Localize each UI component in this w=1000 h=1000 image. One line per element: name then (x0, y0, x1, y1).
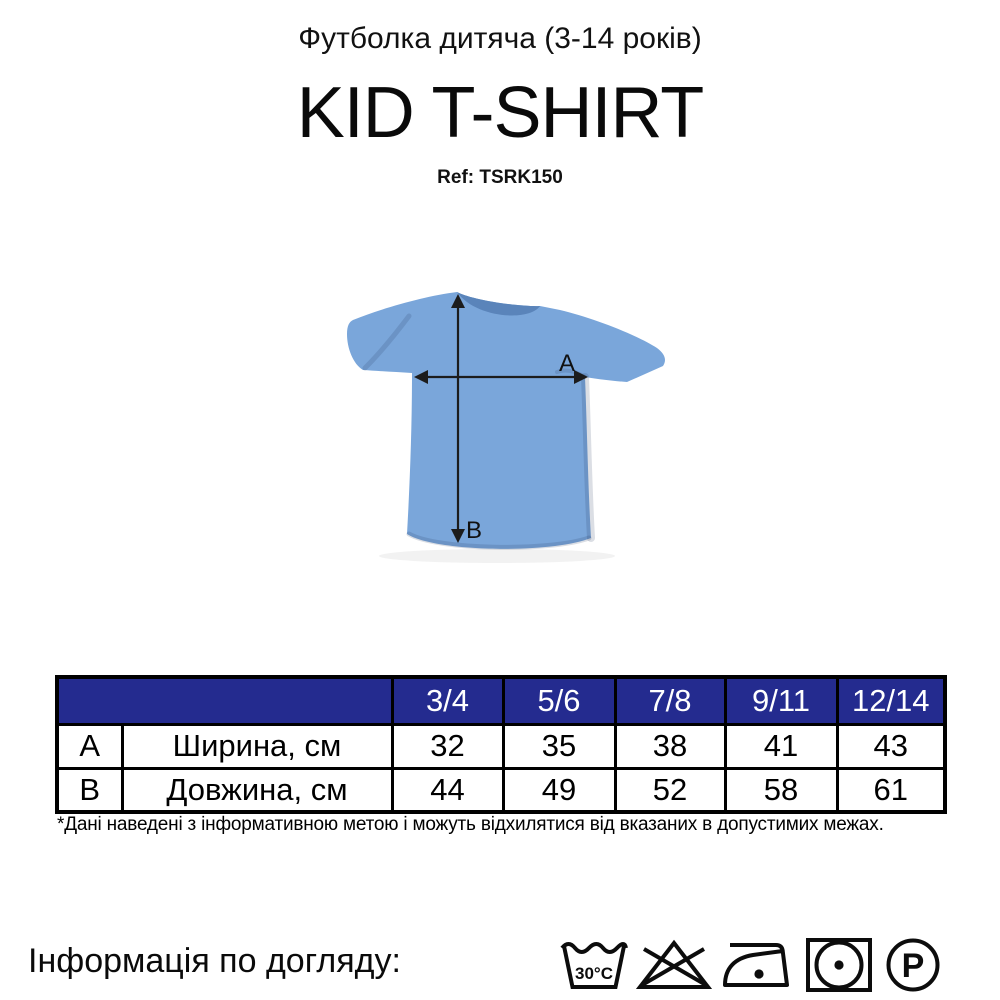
tumble-dry-one-dot-icon (806, 938, 872, 992)
measure-value: 43 (835, 722, 947, 770)
measure-value: 49 (501, 766, 617, 814)
measure-value: 38 (613, 722, 727, 770)
width-arrow (414, 370, 588, 384)
care-icons-group: 30°C P (558, 936, 946, 994)
length-label: B (466, 517, 482, 544)
measure-value: 61 (835, 766, 947, 814)
row-letter: B (55, 766, 124, 814)
measure-value: 52 (613, 766, 727, 814)
footnote: *Дані наведені з інформативною метою і м… (57, 814, 884, 835)
tshirt-diagram: A B (335, 276, 669, 566)
dry-clean-p-icon: P (886, 938, 940, 992)
measure-value: 35 (501, 722, 617, 770)
shirt-sleeve-shading (362, 313, 412, 371)
tshirt-illustration: A B (347, 292, 665, 563)
shirt-drop-shadow (379, 549, 615, 563)
size-table: 3/4 5/6 7/8 9/11 12/14 A Ширина, см 32 3… (55, 675, 947, 814)
dry-clean-letter: P (902, 947, 925, 985)
product-ref: Ref: TSRK150 (437, 167, 563, 188)
row-letter: A (55, 722, 124, 770)
length-arrow (451, 294, 465, 543)
care-info-label: Інформація по догляду: (28, 942, 401, 980)
shirt-hem-shading (406, 531, 592, 550)
product-title: KID T-SHIRT (296, 73, 704, 153)
row-measure-label: Ширина, см (120, 722, 394, 770)
size-table-corner-cell (55, 675, 394, 726)
measure-value: 58 (723, 766, 839, 814)
table-row-width: A Ширина, см 32 35 38 41 43 (55, 722, 947, 770)
measure-value: 32 (390, 722, 505, 770)
do-not-bleach-icon (636, 939, 712, 989)
wash-30-icon: 30°C (560, 942, 628, 989)
size-column-header: 3/4 (390, 675, 505, 726)
size-table-header-row: 3/4 5/6 7/8 9/11 12/14 (55, 675, 947, 726)
shirt-shape (347, 292, 665, 549)
table-row-length: B Довжина, см 44 49 52 58 61 (55, 766, 947, 814)
neck-opening (457, 292, 540, 316)
size-column-header: 9/11 (723, 675, 839, 726)
measure-value: 41 (723, 722, 839, 770)
product-subtitle: Футболка дитяча (3-14 років) (298, 22, 702, 55)
size-column-header: 7/8 (613, 675, 727, 726)
row-measure-label: Довжина, см (120, 766, 394, 814)
shirt-right-shading (581, 373, 595, 542)
wash-temperature-text: 30°C (575, 964, 613, 983)
width-label: A (559, 350, 575, 377)
size-column-header: 12/14 (835, 675, 947, 726)
iron-one-dot-icon (723, 943, 789, 987)
measure-value: 44 (390, 766, 505, 814)
size-column-header: 5/6 (501, 675, 617, 726)
